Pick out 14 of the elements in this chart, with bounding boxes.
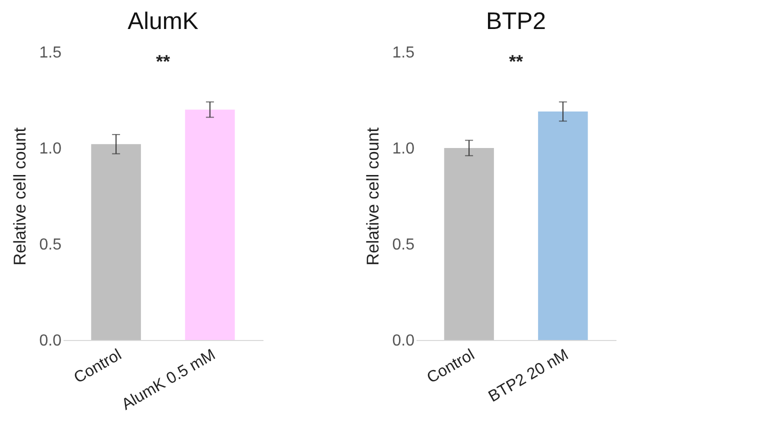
- y-axis-title: Relative cell count: [10, 127, 30, 266]
- annotation: **: [156, 51, 170, 72]
- y-tick-label: 0.5: [39, 236, 62, 254]
- chart-title: AlumK: [128, 8, 198, 35]
- y-tick-label: 0.5: [392, 236, 415, 254]
- chart-title: BTP2: [486, 8, 546, 35]
- y-tick-label: 1.0: [39, 140, 62, 158]
- y-tick-label: 1.5: [392, 44, 415, 62]
- y-tick-label: 1.0: [392, 140, 415, 158]
- y-axis-title: Relative cell count: [363, 127, 382, 266]
- y-tick-label: 0.0: [392, 332, 415, 350]
- annotation: **: [508, 51, 524, 72]
- y-tick-label: 0.0: [39, 332, 62, 350]
- y-tick-label: 1.5: [39, 44, 62, 62]
